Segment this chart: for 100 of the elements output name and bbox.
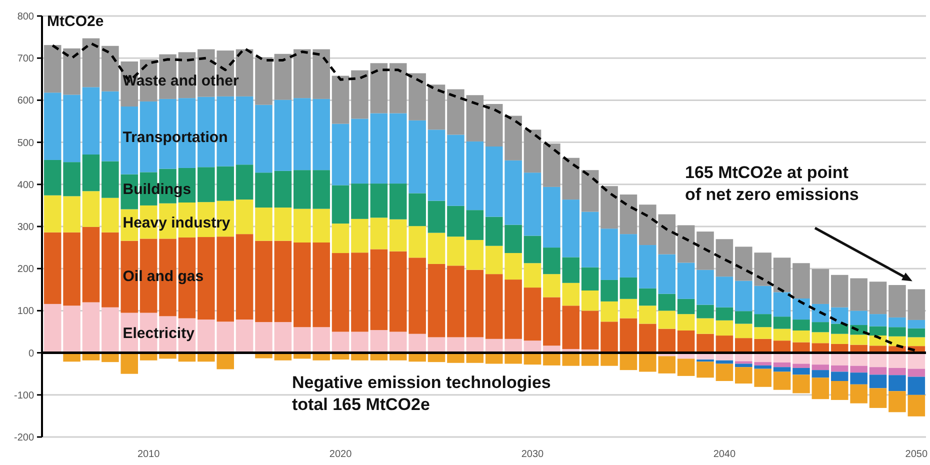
bar bbox=[466, 337, 484, 353]
bar bbox=[370, 218, 388, 250]
bar bbox=[600, 228, 618, 280]
bar bbox=[792, 374, 810, 394]
bar bbox=[236, 320, 254, 353]
bar bbox=[773, 258, 791, 292]
bar bbox=[504, 280, 522, 339]
bar bbox=[792, 320, 810, 330]
bar bbox=[581, 352, 599, 366]
bar bbox=[428, 337, 446, 353]
y-tick-label: 300 bbox=[17, 222, 34, 233]
bar bbox=[63, 232, 80, 306]
bar bbox=[274, 208, 292, 241]
bar bbox=[351, 252, 368, 332]
bar bbox=[236, 164, 254, 200]
bar bbox=[773, 316, 791, 329]
bar bbox=[888, 375, 906, 392]
bar bbox=[44, 304, 62, 353]
bar bbox=[696, 362, 714, 378]
bar bbox=[485, 246, 503, 274]
bar bbox=[869, 374, 887, 388]
y-tick-label: 700 bbox=[17, 54, 34, 65]
bar bbox=[332, 76, 350, 124]
bar bbox=[44, 232, 62, 304]
bar bbox=[82, 226, 100, 302]
bar bbox=[869, 326, 887, 336]
bar bbox=[677, 225, 695, 263]
bar bbox=[332, 124, 350, 186]
bar bbox=[581, 310, 599, 350]
x-tick-label: 2030 bbox=[521, 449, 544, 460]
bar bbox=[63, 196, 80, 232]
bar bbox=[908, 337, 926, 346]
bar bbox=[600, 301, 618, 322]
y-tick-label: -100 bbox=[14, 390, 34, 402]
bar bbox=[485, 274, 503, 339]
bar bbox=[716, 239, 734, 277]
bar bbox=[485, 104, 503, 147]
bar bbox=[600, 322, 618, 353]
bar bbox=[524, 172, 542, 236]
bar bbox=[620, 318, 638, 353]
bar bbox=[792, 330, 810, 342]
bar bbox=[696, 304, 714, 318]
bar bbox=[620, 234, 638, 278]
bar bbox=[773, 372, 791, 390]
bar bbox=[504, 224, 522, 254]
bar bbox=[677, 358, 695, 376]
bar bbox=[812, 269, 830, 304]
bar bbox=[581, 170, 599, 212]
annotation: Negative emission technologies total 165 MtCO2e bbox=[292, 373, 551, 414]
bar bbox=[63, 94, 80, 162]
bar bbox=[428, 232, 446, 264]
bar bbox=[428, 84, 446, 130]
bar bbox=[908, 289, 926, 320]
bar bbox=[908, 320, 926, 328]
bar bbox=[716, 320, 734, 336]
bar bbox=[447, 89, 464, 135]
y-tick-label: 0 bbox=[28, 348, 34, 360]
bar bbox=[370, 249, 388, 330]
y-tick-label: -200 bbox=[14, 432, 34, 444]
bar bbox=[332, 224, 350, 254]
bar bbox=[332, 253, 350, 332]
bar bbox=[524, 236, 542, 264]
bar bbox=[466, 270, 484, 338]
bar bbox=[812, 370, 830, 378]
bar bbox=[351, 332, 368, 353]
bar bbox=[370, 113, 388, 184]
bar bbox=[620, 277, 638, 299]
bar bbox=[812, 322, 830, 332]
bar bbox=[524, 288, 542, 341]
bar bbox=[869, 282, 887, 314]
bar bbox=[428, 264, 446, 338]
bar bbox=[888, 352, 906, 368]
x-tick-label: 2010 bbox=[137, 449, 160, 460]
annotation: 165 MtCO2e at point of net zero emissions bbox=[685, 163, 859, 204]
bar bbox=[716, 336, 734, 353]
y-tick-label: 500 bbox=[17, 138, 34, 149]
bar bbox=[677, 314, 695, 330]
bar bbox=[351, 70, 368, 119]
bar bbox=[82, 302, 100, 353]
bar bbox=[581, 290, 599, 311]
bar bbox=[255, 208, 272, 241]
bar bbox=[428, 200, 446, 233]
bar bbox=[716, 307, 734, 320]
bar bbox=[274, 240, 292, 322]
bar bbox=[274, 170, 292, 208]
bar bbox=[447, 266, 464, 338]
bar bbox=[447, 134, 464, 206]
bar bbox=[44, 45, 62, 93]
bar bbox=[44, 160, 62, 196]
bar bbox=[351, 118, 368, 184]
bar bbox=[677, 298, 695, 314]
bar bbox=[888, 317, 906, 328]
bar bbox=[82, 154, 100, 192]
bar bbox=[370, 330, 388, 353]
bar bbox=[600, 352, 618, 366]
bar bbox=[466, 210, 484, 240]
x-tick-label: 2020 bbox=[329, 449, 352, 460]
bar bbox=[888, 327, 906, 336]
bar bbox=[466, 141, 484, 210]
bar bbox=[773, 362, 791, 368]
